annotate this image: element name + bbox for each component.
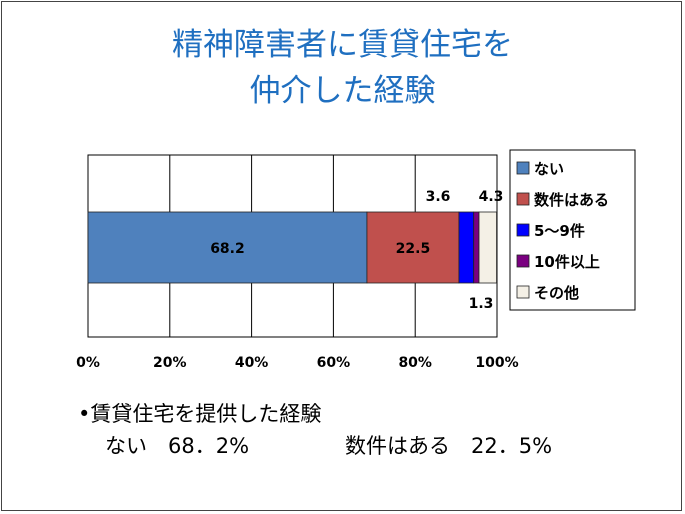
x-tick-label: 40%	[235, 355, 269, 371]
slide-title-line-2: 仲介した経験	[249, 73, 436, 109]
x-tick-label: 60%	[317, 355, 351, 371]
legend-label: 数件はある	[534, 191, 609, 209]
legend-swatch	[516, 161, 530, 175]
summary-several: 数件はある 22．5%	[345, 434, 553, 458]
bar-segment-1	[87, 211, 368, 284]
bar-segment-4	[473, 211, 480, 284]
summary-heading: 賃貸住宅を提供した経験	[90, 402, 322, 426]
legend-label: その他	[534, 284, 579, 302]
data-label-4: 1.3	[469, 296, 494, 312]
legend-swatch	[516, 223, 530, 237]
summary-bullet: •賃貸住宅を提供した経験	[78, 402, 322, 426]
summary-none: ない 68．2%	[105, 434, 250, 458]
bars: 68.2 22.5 3.6 1.3 4.3	[87, 189, 504, 312]
x-tick-label: 0%	[76, 355, 100, 371]
x-tick-label: 80%	[398, 355, 432, 371]
legend-label: 10件以上	[534, 253, 600, 271]
legend-swatch	[516, 192, 530, 206]
legend-label: ない	[534, 160, 564, 178]
x-tick-label: 100%	[475, 355, 518, 371]
bar-segment-2	[366, 211, 460, 284]
legend-swatch	[516, 285, 530, 299]
data-label-2: 22.5	[396, 241, 431, 257]
x-tick-label: 20%	[153, 355, 187, 371]
x-axis-tick-labels: 0% 20% 40% 60% 80% 100%	[76, 355, 519, 371]
data-label-1: 68.2	[210, 241, 245, 257]
legend-label: 5～9件	[534, 222, 585, 240]
bar-segment-5	[478, 211, 497, 284]
legend-swatch	[516, 254, 530, 268]
slide-title-line-1: 精神障害者に賃貸住宅を	[172, 27, 513, 63]
data-label-5: 4.3	[479, 189, 504, 205]
legend-box	[509, 149, 636, 311]
data-label-3: 3.6	[426, 189, 451, 205]
bar-segment-3	[458, 211, 475, 284]
